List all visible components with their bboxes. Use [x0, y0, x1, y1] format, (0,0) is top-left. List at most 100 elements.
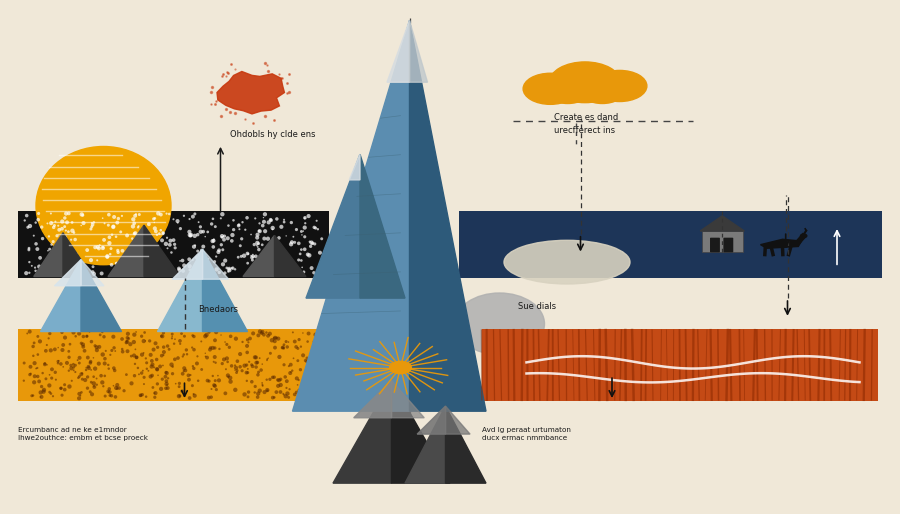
Point: [137, 349, 151, 357]
Point: [145, 360, 159, 369]
Point: [184, 232, 198, 240]
Point: [40, 219, 55, 228]
Point: [71, 374, 86, 382]
Point: [188, 210, 202, 218]
Point: [305, 239, 320, 247]
Point: [280, 390, 294, 398]
Point: [57, 271, 71, 279]
Point: [55, 225, 69, 233]
Point: [234, 252, 248, 261]
Point: [274, 381, 288, 389]
Circle shape: [592, 70, 647, 102]
Text: Ohdobls hy clde ens: Ohdobls hy clde ens: [230, 130, 315, 139]
Point: [235, 366, 249, 375]
Point: [271, 382, 285, 390]
Point: [159, 210, 174, 218]
Point: [157, 348, 171, 356]
Point: [138, 258, 152, 266]
Point: [265, 259, 279, 267]
Point: [36, 388, 50, 396]
Point: [94, 269, 109, 278]
Point: [124, 244, 139, 252]
Point: [90, 380, 104, 389]
Point: [239, 361, 254, 369]
Point: [62, 353, 77, 361]
Point: [99, 347, 113, 355]
Point: [208, 344, 222, 352]
Point: [194, 270, 208, 279]
Point: [279, 384, 293, 392]
Point: [104, 261, 119, 269]
Point: [67, 251, 81, 259]
Point: [55, 267, 69, 276]
Point: [220, 354, 234, 362]
Point: [88, 364, 103, 373]
Point: [72, 354, 86, 362]
Point: [51, 222, 66, 230]
Point: [137, 373, 151, 381]
Point: [67, 328, 81, 337]
Point: [140, 364, 154, 373]
Point: [60, 218, 75, 227]
Point: [261, 354, 275, 362]
Polygon shape: [34, 233, 63, 277]
Point: [176, 267, 190, 275]
Point: [20, 329, 34, 338]
Point: [30, 364, 44, 372]
Point: [266, 334, 281, 342]
Point: [28, 264, 42, 272]
Point: [292, 376, 306, 384]
Point: [58, 233, 72, 241]
Point: [302, 212, 316, 220]
Point: [298, 378, 312, 386]
Point: [176, 212, 191, 220]
Point: [206, 358, 220, 366]
Point: [56, 363, 70, 371]
Polygon shape: [410, 21, 427, 82]
Point: [314, 344, 328, 352]
Polygon shape: [144, 225, 180, 277]
Point: [85, 338, 99, 346]
Point: [79, 363, 94, 372]
Point: [239, 214, 254, 222]
Point: [212, 376, 226, 384]
Point: [54, 360, 68, 368]
Point: [44, 209, 58, 217]
Point: [271, 376, 285, 384]
Point: [51, 357, 66, 365]
Point: [42, 388, 57, 396]
Point: [269, 334, 284, 342]
Point: [58, 386, 72, 394]
Point: [160, 384, 175, 392]
Point: [68, 332, 83, 340]
Point: [115, 247, 130, 255]
Point: [155, 332, 169, 340]
Point: [266, 254, 281, 263]
Point: [62, 267, 77, 276]
Point: [145, 372, 159, 380]
Point: [67, 228, 81, 236]
Point: [154, 226, 168, 234]
Point: [157, 343, 171, 351]
Point: [156, 229, 170, 237]
Point: [103, 233, 117, 242]
Point: [22, 222, 37, 230]
Point: [313, 249, 328, 257]
Point: [260, 356, 274, 364]
Point: [124, 379, 139, 388]
FancyBboxPatch shape: [710, 237, 720, 252]
Point: [208, 377, 222, 385]
Point: [46, 237, 60, 246]
Point: [102, 385, 116, 393]
Point: [72, 359, 86, 367]
Point: [248, 252, 263, 261]
Point: [264, 215, 278, 224]
Point: [194, 271, 209, 279]
Point: [220, 340, 234, 348]
Point: [76, 340, 90, 348]
Point: [248, 353, 262, 361]
Point: [58, 380, 72, 389]
Point: [92, 343, 106, 351]
Point: [130, 353, 144, 361]
Point: [97, 236, 112, 244]
